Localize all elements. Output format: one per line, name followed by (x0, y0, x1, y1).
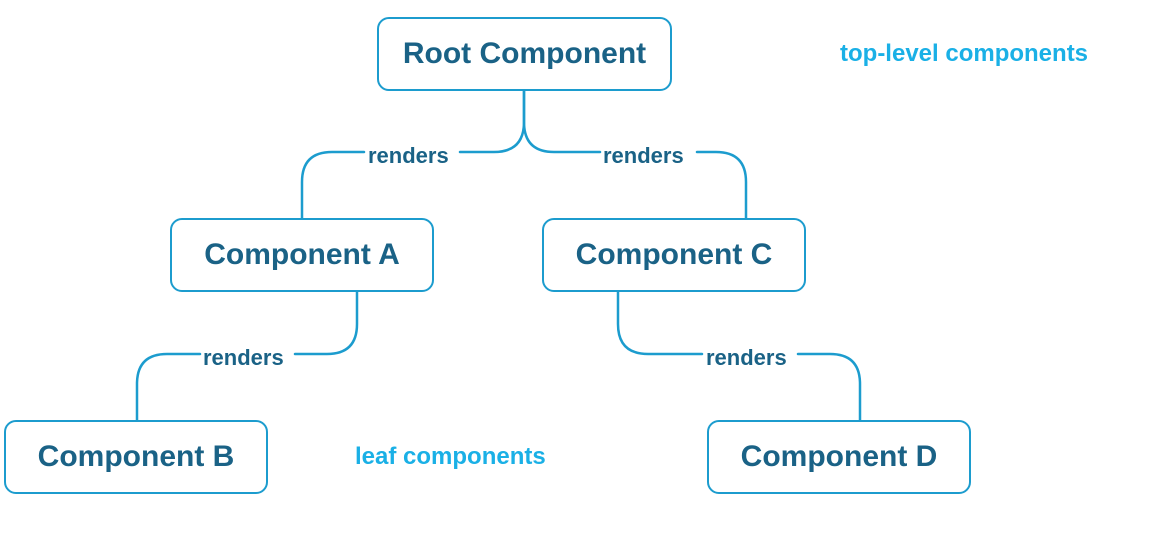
node-a: Component A (170, 218, 434, 292)
node-root: Root Component (377, 17, 672, 91)
edge-label-c-d: renders (706, 345, 787, 371)
node-d: Component D (707, 420, 971, 494)
node-b: Component B (4, 420, 268, 494)
edge-label-a-b: renders (203, 345, 284, 371)
annotation-1: leaf components (355, 443, 546, 471)
node-c: Component C (542, 218, 806, 292)
edge-label-root-c: renders (603, 143, 684, 169)
edge-label-root-a: renders (368, 143, 449, 169)
annotation-0: top-level components (840, 40, 1088, 68)
